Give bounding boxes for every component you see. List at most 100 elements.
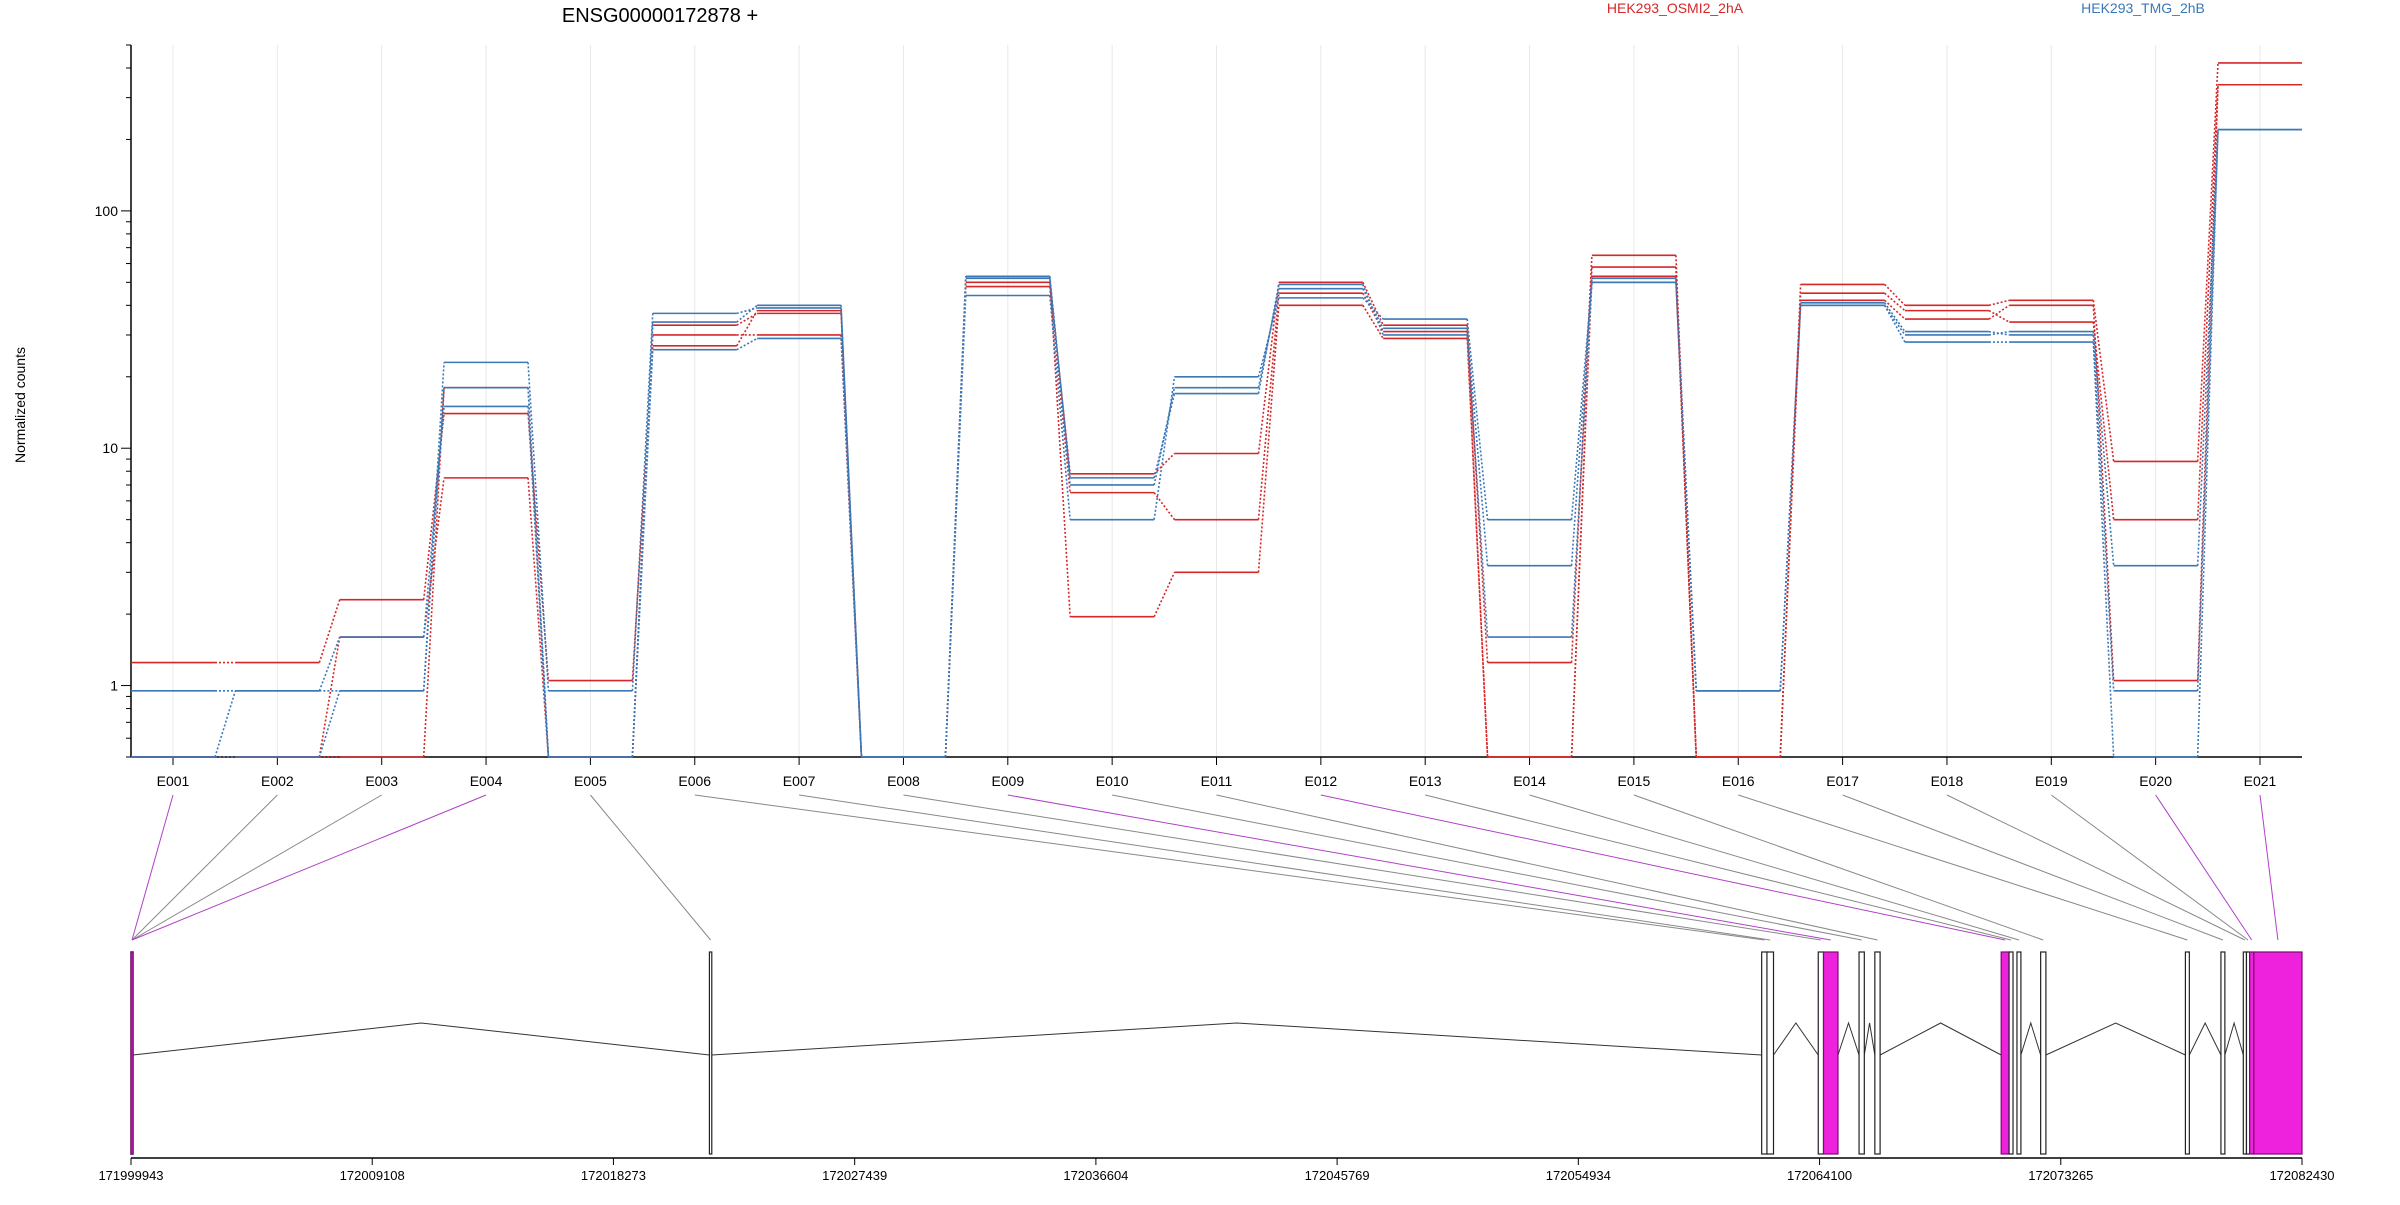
x-tick-label: E004 <box>470 773 503 789</box>
series-connector <box>1049 278 1071 486</box>
genomic-tick-label: 172082430 <box>2269 1168 2334 1183</box>
y-tick-label: 100 <box>95 203 119 219</box>
series-connector <box>527 387 550 758</box>
series-connector <box>1153 387 1176 486</box>
legend-entry-tmg: HEK293_TMG_2hB <box>2081 0 2205 16</box>
series-connector <box>1988 330 2010 336</box>
series-lines <box>131 62 2302 758</box>
genomic-tick-label: 171999943 <box>98 1168 163 1183</box>
exon-box <box>2000 951 2010 1155</box>
x-tick-label: E009 <box>991 773 1024 789</box>
exon-box <box>1822 951 1839 1155</box>
x-tick-label: E007 <box>783 773 816 789</box>
series-connector <box>2092 300 2115 462</box>
exon-connector <box>2155 794 2253 941</box>
intron-line <box>711 1022 1762 1056</box>
exon-connector <box>1529 794 2020 941</box>
exon-box <box>1858 951 1865 1155</box>
series-connector <box>631 313 654 691</box>
series-connector <box>1153 376 1176 520</box>
series-5 <box>131 128 2302 758</box>
series-connector <box>1570 282 1593 638</box>
series-connector <box>1049 295 1071 520</box>
series-connector <box>527 406 550 758</box>
series-connector <box>736 304 758 323</box>
x-tick-label: E012 <box>1304 773 1337 789</box>
intron-line <box>2045 1022 2186 1056</box>
series-connector <box>1779 300 1802 758</box>
series-connector <box>422 406 445 638</box>
series-connector <box>1362 297 1384 320</box>
series-connector <box>840 307 863 758</box>
x-tick-label: E017 <box>1826 773 1859 789</box>
series-connector <box>422 477 445 638</box>
intron-line <box>1773 1022 1819 1056</box>
exon-box <box>2040 951 2047 1155</box>
genomic-tick-label: 172027439 <box>822 1168 887 1183</box>
x-tick-label: E018 <box>1931 773 1964 789</box>
series-connector <box>2196 129 2219 691</box>
x-tick-label: E001 <box>157 773 190 789</box>
series-connector <box>840 305 863 758</box>
series-connector <box>1153 571 1176 618</box>
exon-connector <box>1738 794 2188 941</box>
y-tick-label: 10 <box>102 440 118 456</box>
series-connector <box>840 338 863 758</box>
intron-line <box>2224 1021 2244 1056</box>
legend-entry-osmi2: HEK293_OSMI2_2hA <box>1607 0 1744 16</box>
series-connector <box>1257 305 1280 573</box>
series-connector <box>1883 304 1906 343</box>
genomic-tick-label: 172064100 <box>1787 1168 1852 1183</box>
x-tick-label: E006 <box>678 773 711 789</box>
series-connector <box>944 278 967 758</box>
series-connector <box>2092 331 2115 566</box>
intron-line <box>1837 1021 1860 1056</box>
series-connector <box>944 276 967 758</box>
exon-connector <box>1425 794 2012 941</box>
series-connector <box>2196 129 2219 566</box>
exon-connector <box>2051 794 2249 941</box>
series-connector <box>631 334 654 758</box>
series-connector <box>2196 129 2219 758</box>
series-connector <box>1466 334 1489 638</box>
series-connector <box>631 349 654 758</box>
genomic-tick-label: 172045769 <box>1305 1168 1370 1183</box>
exon-connector <box>131 794 278 941</box>
x-tick-label: E011 <box>1201 773 1233 789</box>
series-connector <box>1362 304 1384 339</box>
x-tick-label: E013 <box>1409 773 1442 789</box>
series-connector <box>2196 84 2219 520</box>
genomic-axis: 171999943 172009108 172018273 172027439 1720… <box>98 1157 2335 1183</box>
intron-line <box>1879 1022 2002 1056</box>
series-connector <box>2092 305 2115 681</box>
series-connector <box>1988 304 2010 320</box>
series-connector <box>422 362 445 691</box>
x-tick-label: E008 <box>887 773 920 789</box>
exon-box <box>2184 951 2190 1155</box>
series-connector <box>1466 331 1489 758</box>
series-connector <box>2196 62 2219 462</box>
series-connector <box>736 337 758 351</box>
exon-connector <box>694 794 1765 941</box>
series-connector <box>1570 278 1593 566</box>
exon-box <box>2253 951 2303 1155</box>
series-connector <box>1466 338 1489 758</box>
series-connector <box>1884 292 1906 312</box>
exon-connector <box>131 794 487 941</box>
series-connector <box>1153 393 1176 479</box>
exon-connector <box>131 794 382 941</box>
series-connector <box>1257 284 1280 394</box>
exon-box <box>1874 951 1881 1155</box>
intron-line <box>1863 1022 1876 1056</box>
series-connector <box>1153 492 1176 521</box>
exon-connector <box>1633 794 2044 941</box>
exon-box <box>708 951 713 1155</box>
series-connector <box>2092 342 2115 758</box>
y-tick-label: 1 <box>110 678 118 694</box>
x-tick-label: E002 <box>261 773 294 789</box>
exon-connector <box>1320 794 2006 941</box>
exon-connector <box>1842 794 2224 941</box>
series-connector <box>1257 293 1280 520</box>
exon-connector <box>1007 794 1831 941</box>
